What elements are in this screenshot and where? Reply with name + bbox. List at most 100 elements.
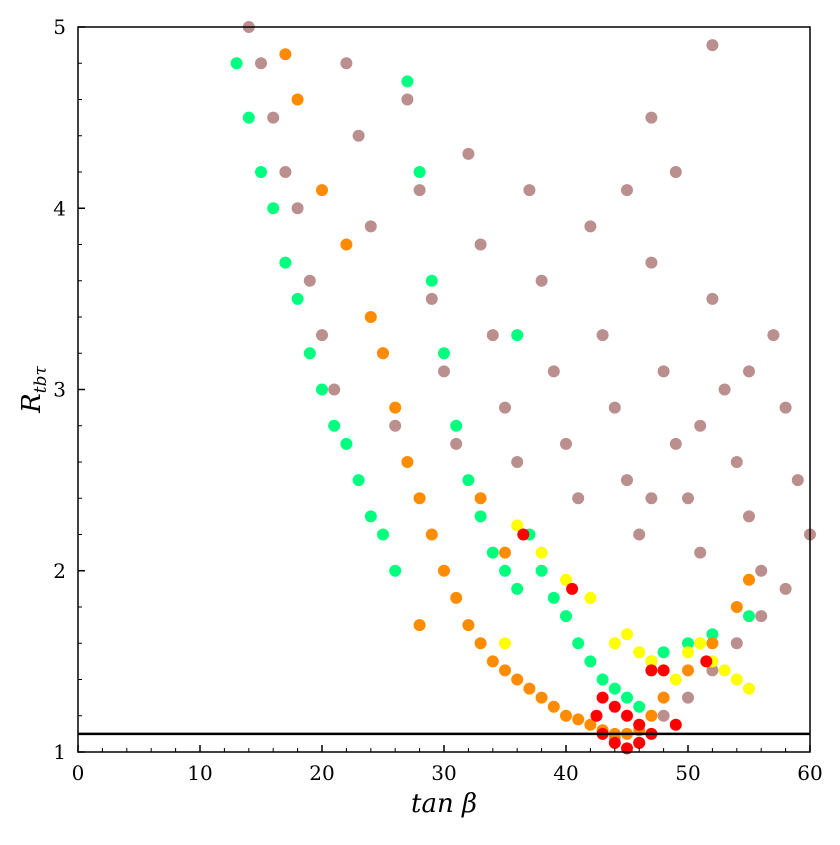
scatter-point <box>657 646 670 659</box>
scatter-point <box>657 691 670 704</box>
scatter-point <box>682 492 694 505</box>
scatter-point <box>633 700 646 713</box>
scatter-point <box>572 492 585 505</box>
scatter-point <box>706 292 719 305</box>
y-axis-label-main: R <box>17 393 47 414</box>
scatter-point <box>694 546 707 559</box>
scatter-point <box>340 437 353 450</box>
scatter-point <box>669 718 682 731</box>
scatter-point <box>450 419 463 432</box>
scatter-point <box>328 383 341 396</box>
y-tick-label: 3 <box>53 378 66 402</box>
scatter-point <box>730 673 743 686</box>
scatter-point <box>718 664 731 677</box>
scatter-point <box>377 347 389 360</box>
x-axis-label-text: tan β <box>411 789 477 819</box>
scatter-point <box>743 365 755 378</box>
scatter-point <box>291 93 304 106</box>
y-tick-label: 2 <box>53 559 66 583</box>
scatter-point <box>389 419 402 432</box>
scatter-point <box>486 329 499 342</box>
points-layer <box>230 21 816 755</box>
scatter-point <box>486 655 499 668</box>
scatter-point <box>535 691 548 704</box>
scatter-point <box>401 93 414 106</box>
scatter-point <box>718 383 731 396</box>
scatter-point <box>523 682 536 695</box>
scatter-point <box>633 528 646 541</box>
scatter-point <box>584 220 597 233</box>
scatter-point <box>535 564 548 577</box>
scatter-point <box>608 700 621 713</box>
scatter-point <box>566 582 579 595</box>
scatter-point <box>608 401 621 414</box>
scatter-point <box>779 582 792 595</box>
scatter-point <box>633 718 646 731</box>
scatter-point <box>779 401 792 414</box>
y-tick-label: 1 <box>53 740 66 764</box>
scatter-point <box>316 329 328 342</box>
scatter-point <box>462 474 475 487</box>
scatter-point <box>425 292 438 305</box>
scatter-point <box>535 274 548 287</box>
scatter-point <box>560 709 572 722</box>
scatter-point <box>730 456 743 468</box>
scatter-point <box>645 492 658 505</box>
scatter-point <box>584 591 597 604</box>
y-tick-label: 4 <box>53 196 66 220</box>
y-tick-label: 5 <box>53 15 66 39</box>
scatter-point <box>669 437 682 450</box>
scatter-point <box>791 474 804 487</box>
scatter-point <box>645 709 658 722</box>
scatter-point <box>645 256 658 269</box>
scatter-point <box>364 510 377 523</box>
scatter-point <box>730 601 743 613</box>
scatter-point <box>535 546 548 559</box>
scatter-point <box>682 664 694 677</box>
scatter-point <box>511 329 524 342</box>
ticks-layer: 0 10 20 30 40 50 60 1 2 3 4 5 <box>53 15 822 785</box>
scatter-point <box>328 419 341 432</box>
scatter-point <box>657 709 670 722</box>
scatter-point <box>279 256 292 269</box>
scatter-point <box>608 637 621 650</box>
scatter-point <box>511 673 524 686</box>
scatter-point <box>700 655 713 668</box>
scatter-point <box>621 184 633 197</box>
scatter-point <box>584 655 597 668</box>
scatter-point <box>499 664 511 677</box>
scatter-point <box>517 528 530 541</box>
scatter-point <box>316 184 328 197</box>
x-tick-label: 10 <box>187 761 212 785</box>
scatter-point <box>413 166 426 178</box>
x-tick-label: 60 <box>797 761 822 785</box>
scatter-point <box>608 682 621 695</box>
scatter-point <box>511 519 524 532</box>
scatter-point <box>608 736 621 749</box>
scatter-point <box>474 238 487 251</box>
scatter-point <box>645 664 658 677</box>
scatter-point <box>340 57 353 70</box>
scatter-point <box>743 573 755 586</box>
scatter-point <box>279 48 292 61</box>
x-tick-label: 0 <box>72 761 85 785</box>
x-tick-label: 50 <box>675 761 700 785</box>
scatter-point <box>303 274 316 287</box>
scatter-point <box>523 184 536 197</box>
scatter-point <box>669 673 682 686</box>
scatter-point <box>474 492 487 505</box>
scatter-point <box>377 528 389 541</box>
scatter-point <box>596 691 609 704</box>
scatter-point <box>511 456 524 468</box>
scatter-point <box>401 75 414 88</box>
scatter-point <box>450 591 463 604</box>
x-tick-label: 20 <box>309 761 334 785</box>
scatter-point <box>389 401 402 414</box>
scatter-point <box>682 691 694 704</box>
scatter-point <box>596 673 609 686</box>
scatter-point <box>572 713 585 726</box>
scatter-point <box>279 166 292 178</box>
scatter-point <box>303 347 316 360</box>
scatter-point <box>645 111 658 124</box>
